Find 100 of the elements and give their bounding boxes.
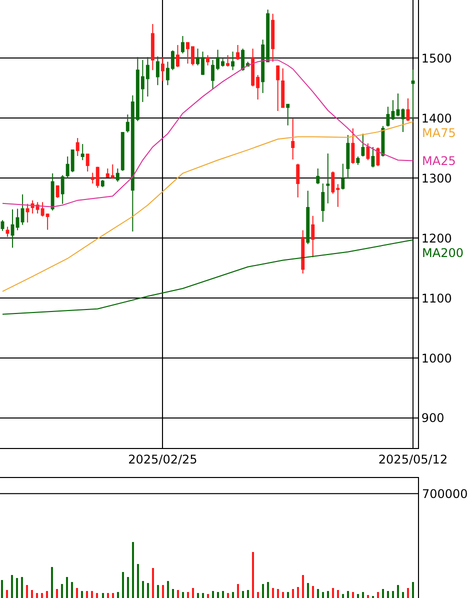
bar [232, 592, 234, 598]
candlestick [150, 23, 154, 71]
line-series [2, 59, 414, 208]
bar [362, 592, 364, 598]
bar [382, 588, 384, 598]
candlestick [311, 215, 315, 258]
series-label: MA25 [422, 154, 456, 168]
candlestick [276, 64, 280, 112]
bar [56, 588, 58, 598]
candlestick [0, 220, 4, 232]
candlestick [301, 230, 305, 274]
candlestick [396, 93, 400, 117]
bar [187, 592, 189, 598]
bar [307, 582, 309, 598]
bar [392, 590, 394, 598]
y-tick-label: 1300 [421, 171, 452, 186]
bar [167, 580, 169, 598]
bar [91, 590, 93, 598]
bar [272, 588, 274, 598]
candlestick [316, 168, 320, 185]
bar [387, 590, 389, 598]
bar [137, 564, 139, 598]
candlestick [361, 133, 365, 158]
candlestick [86, 154, 90, 172]
text: 700000 [422, 487, 468, 501]
candlestick [160, 56, 164, 82]
bar [377, 592, 379, 598]
bar [252, 552, 254, 598]
candlestick [326, 153, 330, 204]
bar [157, 584, 159, 598]
candlestick [296, 163, 300, 198]
series-label: MA200 [422, 246, 464, 260]
candlestick [376, 147, 380, 167]
line-series [2, 121, 414, 292]
bar [127, 576, 129, 598]
bar [217, 592, 219, 598]
bar [172, 588, 174, 598]
bar [66, 576, 68, 598]
bar [277, 588, 279, 598]
bar [202, 592, 204, 598]
candlestick [180, 35, 184, 54]
bar [302, 574, 304, 598]
bar [31, 590, 33, 598]
bar [222, 590, 224, 598]
candlestick [176, 44, 180, 68]
candlestick [206, 54, 210, 66]
bar [107, 592, 109, 598]
bar [147, 582, 149, 598]
y-tick-label: 1000 [421, 351, 452, 366]
bar [342, 594, 344, 598]
bar [11, 574, 13, 598]
y-tick-label: 1100 [421, 291, 452, 306]
bar [36, 592, 38, 598]
bar [76, 588, 78, 598]
candlestick [401, 108, 405, 132]
y-tick-label: 1200 [421, 231, 452, 246]
candlestick [226, 54, 230, 68]
line-series [2, 239, 414, 315]
candlestick [80, 143, 84, 161]
bar [41, 592, 43, 598]
candlestick [50, 172, 54, 212]
bar [61, 584, 63, 598]
bar [46, 590, 48, 598]
bar [407, 588, 409, 598]
candlestick [321, 183, 325, 222]
candlestick [236, 44, 240, 60]
candlestick [306, 190, 310, 245]
bar [347, 590, 349, 598]
bar [81, 590, 83, 598]
bar [102, 592, 104, 598]
bar [177, 590, 179, 598]
bar [237, 584, 239, 598]
candlestick [271, 13, 275, 62]
bar [6, 590, 8, 598]
bar [332, 588, 334, 598]
bar [367, 594, 369, 598]
y-tick-label: 1400 [421, 111, 452, 126]
candlestick [411, 69, 415, 120]
bar [71, 582, 73, 598]
bar [197, 592, 199, 598]
bar [257, 592, 259, 598]
bar [51, 566, 53, 598]
bar [317, 588, 319, 598]
bar [117, 592, 119, 598]
bar [212, 590, 214, 598]
candlestick [286, 104, 290, 126]
candlestick [381, 125, 385, 158]
bar [112, 592, 114, 598]
bar [357, 594, 359, 598]
x-tick-label: 2025/05/12 [378, 452, 448, 466]
candlestick [76, 137, 80, 156]
candlestick [100, 179, 104, 188]
bar [242, 590, 244, 598]
bar [287, 592, 289, 598]
candlestick [366, 142, 370, 161]
x-tick-label: 2025/02/25 [128, 452, 198, 466]
bar [297, 586, 299, 598]
candlestick [371, 146, 375, 168]
bar [312, 586, 314, 598]
y-tick-label: 900 [421, 411, 444, 426]
